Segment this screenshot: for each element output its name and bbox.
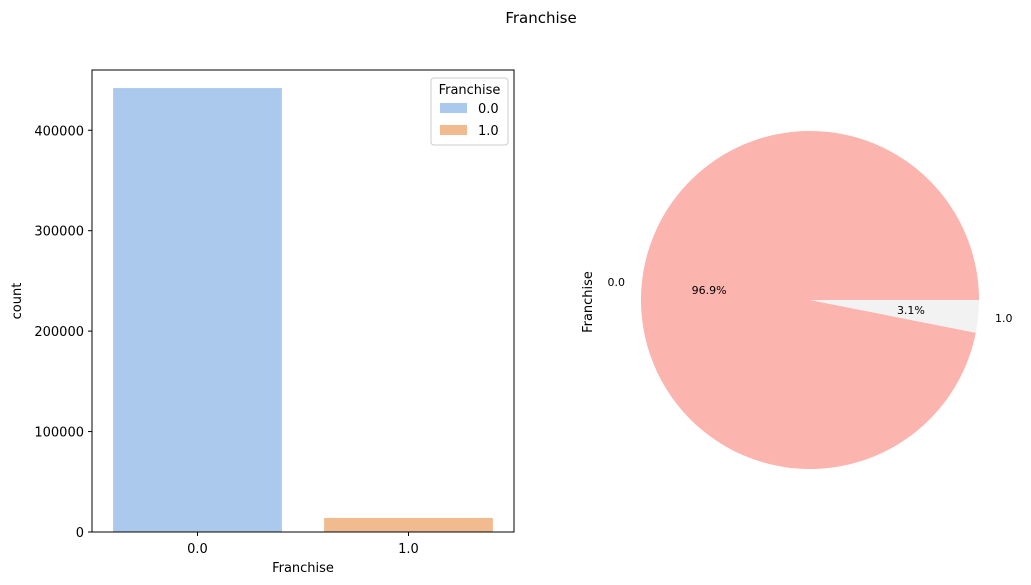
pie-slice-label: 1.0: [995, 312, 1013, 325]
y-tick-label: 300000: [34, 225, 84, 240]
pie-slice-1.0: [810, 300, 979, 333]
figure-title: Franchise: [505, 9, 576, 27]
y-tick-label: 200000: [34, 325, 84, 340]
pie-labels: 0.0 96.9% 1.0 3.1%: [607, 276, 1012, 325]
bar-1.0: [324, 517, 493, 532]
legend-entry-label: 1.0: [478, 124, 499, 139]
legend-entry-label: 0.0: [478, 102, 499, 117]
plot-frame: [91, 69, 515, 533]
bar-chart: 0 100000 200000 300000 400000 0.0 1.0 Franchi…: [10, 69, 515, 576]
y-axis-ticks: 0 100000 200000 300000 400000: [34, 124, 92, 541]
x-tick-label: 0.0: [187, 542, 208, 557]
bar-0.0: [113, 88, 282, 533]
y-tick-label: 400000: [34, 124, 84, 139]
legend-title: Franchise: [439, 83, 501, 98]
legend-swatch: [440, 103, 467, 113]
pie-series: [641, 131, 979, 470]
pie-pct-label: 96.9%: [692, 284, 727, 297]
pie-chart: 0.0 96.9% 1.0 3.1% Franchise: [581, 131, 1013, 470]
y-tick-label: 0: [76, 526, 84, 541]
x-axis-ticks: 0.0 1.0: [187, 532, 419, 557]
pie-y-axis-label: Franchise: [581, 271, 596, 333]
y-tick-label: 100000: [34, 426, 84, 441]
pie-slice-0.0: [641, 131, 979, 470]
x-tick-label: 1.0: [398, 542, 419, 557]
bar-series: [113, 88, 493, 533]
legend: Franchise 0.0 1.0: [430, 77, 509, 146]
pie-pct-label: 3.1%: [897, 304, 925, 317]
pie-slice-label: 0.0: [607, 276, 625, 289]
y-axis-label: count: [10, 283, 25, 320]
x-axis-label: Franchise: [272, 561, 334, 576]
legend-swatch: [440, 125, 467, 135]
